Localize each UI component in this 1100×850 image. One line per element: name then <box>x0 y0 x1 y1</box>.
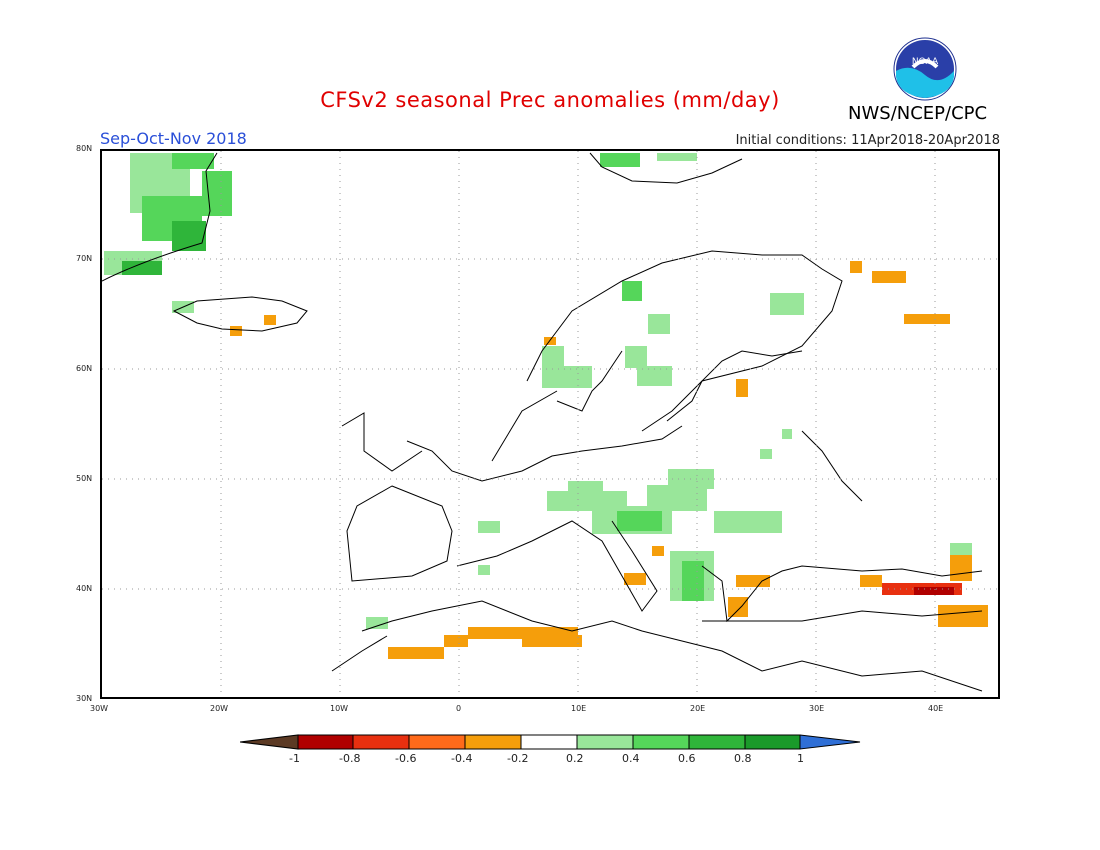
colorbar-label: 1 <box>797 752 804 765</box>
colorbar-label: 0.2 <box>566 752 584 765</box>
coastlines <box>102 152 983 692</box>
lat-label: 80N <box>76 144 93 153</box>
colorbar <box>240 734 861 750</box>
graticule <box>102 151 998 697</box>
lat-label: 70N <box>76 254 93 263</box>
colorbar-label: 0.8 <box>734 752 752 765</box>
lon-label: 20W <box>210 704 229 713</box>
season-label: Sep-Oct-Nov 2018 <box>100 129 247 148</box>
colorbar-label: -0.4 <box>451 752 473 765</box>
colorbar-low-arrow <box>240 734 299 750</box>
initial-conditions-label: Initial conditions: 11Apr2018-20Apr2018 <box>735 133 1000 148</box>
noaa-logo-text: NOAA <box>912 57 939 67</box>
noaa-logo-icon: NOAA <box>893 37 957 101</box>
lon-label: 40E <box>928 704 944 713</box>
lat-label: 30N <box>76 694 93 703</box>
map-plot-area <box>100 149 1000 699</box>
lon-label: 30E <box>809 704 825 713</box>
colorbar-high-arrow <box>799 734 861 750</box>
lat-label: 40N <box>76 584 93 593</box>
colorbar-label: 0.6 <box>678 752 696 765</box>
map-canvas <box>102 151 998 697</box>
colorbar-label: 0.4 <box>622 752 640 765</box>
colorbar-label: -1 <box>289 752 300 765</box>
colorbar-label: -0.2 <box>507 752 529 765</box>
agency-label: NWS/NCEP/CPC <box>848 103 988 124</box>
lat-label: 60N <box>76 364 93 373</box>
colorbar-label: -0.8 <box>339 752 361 765</box>
lon-label: 10E <box>571 704 587 713</box>
lon-label: 30W <box>90 704 109 713</box>
lon-label: 0 <box>456 704 462 713</box>
lon-label: 20E <box>690 704 706 713</box>
lon-label: 10W <box>330 704 349 713</box>
lat-label: 50N <box>76 474 93 483</box>
map-title: CFSv2 seasonal Prec anomalies (mm/day) <box>320 88 780 112</box>
anomaly-shading <box>104 153 988 659</box>
colorbar-label: -0.6 <box>395 752 417 765</box>
